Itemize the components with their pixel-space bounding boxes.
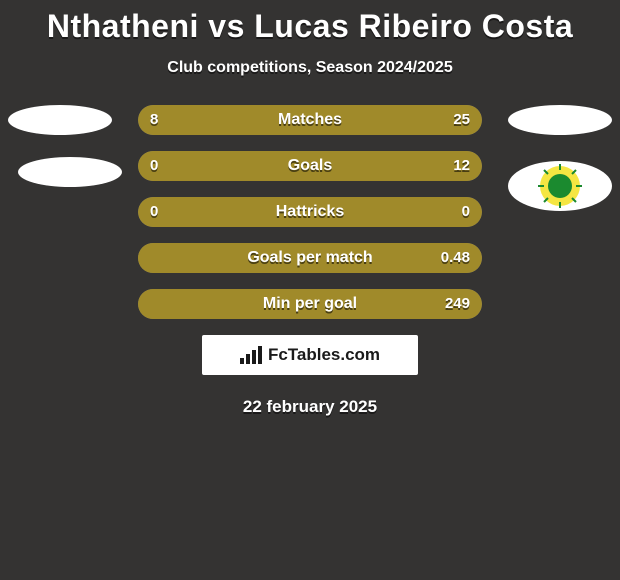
stat-label: Hattricks [138, 197, 482, 227]
right-country-badge [508, 105, 612, 135]
stat-row: 8Matches25 [138, 105, 482, 135]
brand-text: FcTables.com [268, 345, 380, 365]
stat-value-right: 0.48 [441, 243, 470, 273]
stat-label: Matches [138, 105, 482, 135]
stat-row: Min per goal249 [138, 289, 482, 319]
comparison-panel: 8Matches250Goals120Hattricks0Goals per m… [0, 105, 620, 417]
stat-value-right: 0 [462, 197, 470, 227]
right-club-badge [508, 161, 612, 211]
stat-label: Goals per match [138, 243, 482, 273]
stats-container: 8Matches250Goals120Hattricks0Goals per m… [0, 105, 620, 319]
page-title: Nthatheni vs Lucas Ribeiro Costa [0, 0, 620, 45]
stat-value-right: 12 [453, 151, 470, 181]
stat-value-right: 25 [453, 105, 470, 135]
footer-date: 22 february 2025 [0, 397, 620, 417]
stat-value-right: 249 [445, 289, 470, 319]
stat-row: 0Hattricks0 [138, 197, 482, 227]
stat-row: 0Goals12 [138, 151, 482, 181]
bar-chart-icon [240, 346, 262, 364]
stat-row: Goals per match0.48 [138, 243, 482, 273]
brand-card: FcTables.com [202, 335, 418, 375]
left-country-badge [8, 105, 112, 135]
sundowns-crest-icon [538, 164, 582, 208]
subtitle: Club competitions, Season 2024/2025 [0, 59, 620, 77]
left-club-badge [18, 157, 122, 187]
stat-label: Goals [138, 151, 482, 181]
stat-label: Min per goal [138, 289, 482, 319]
